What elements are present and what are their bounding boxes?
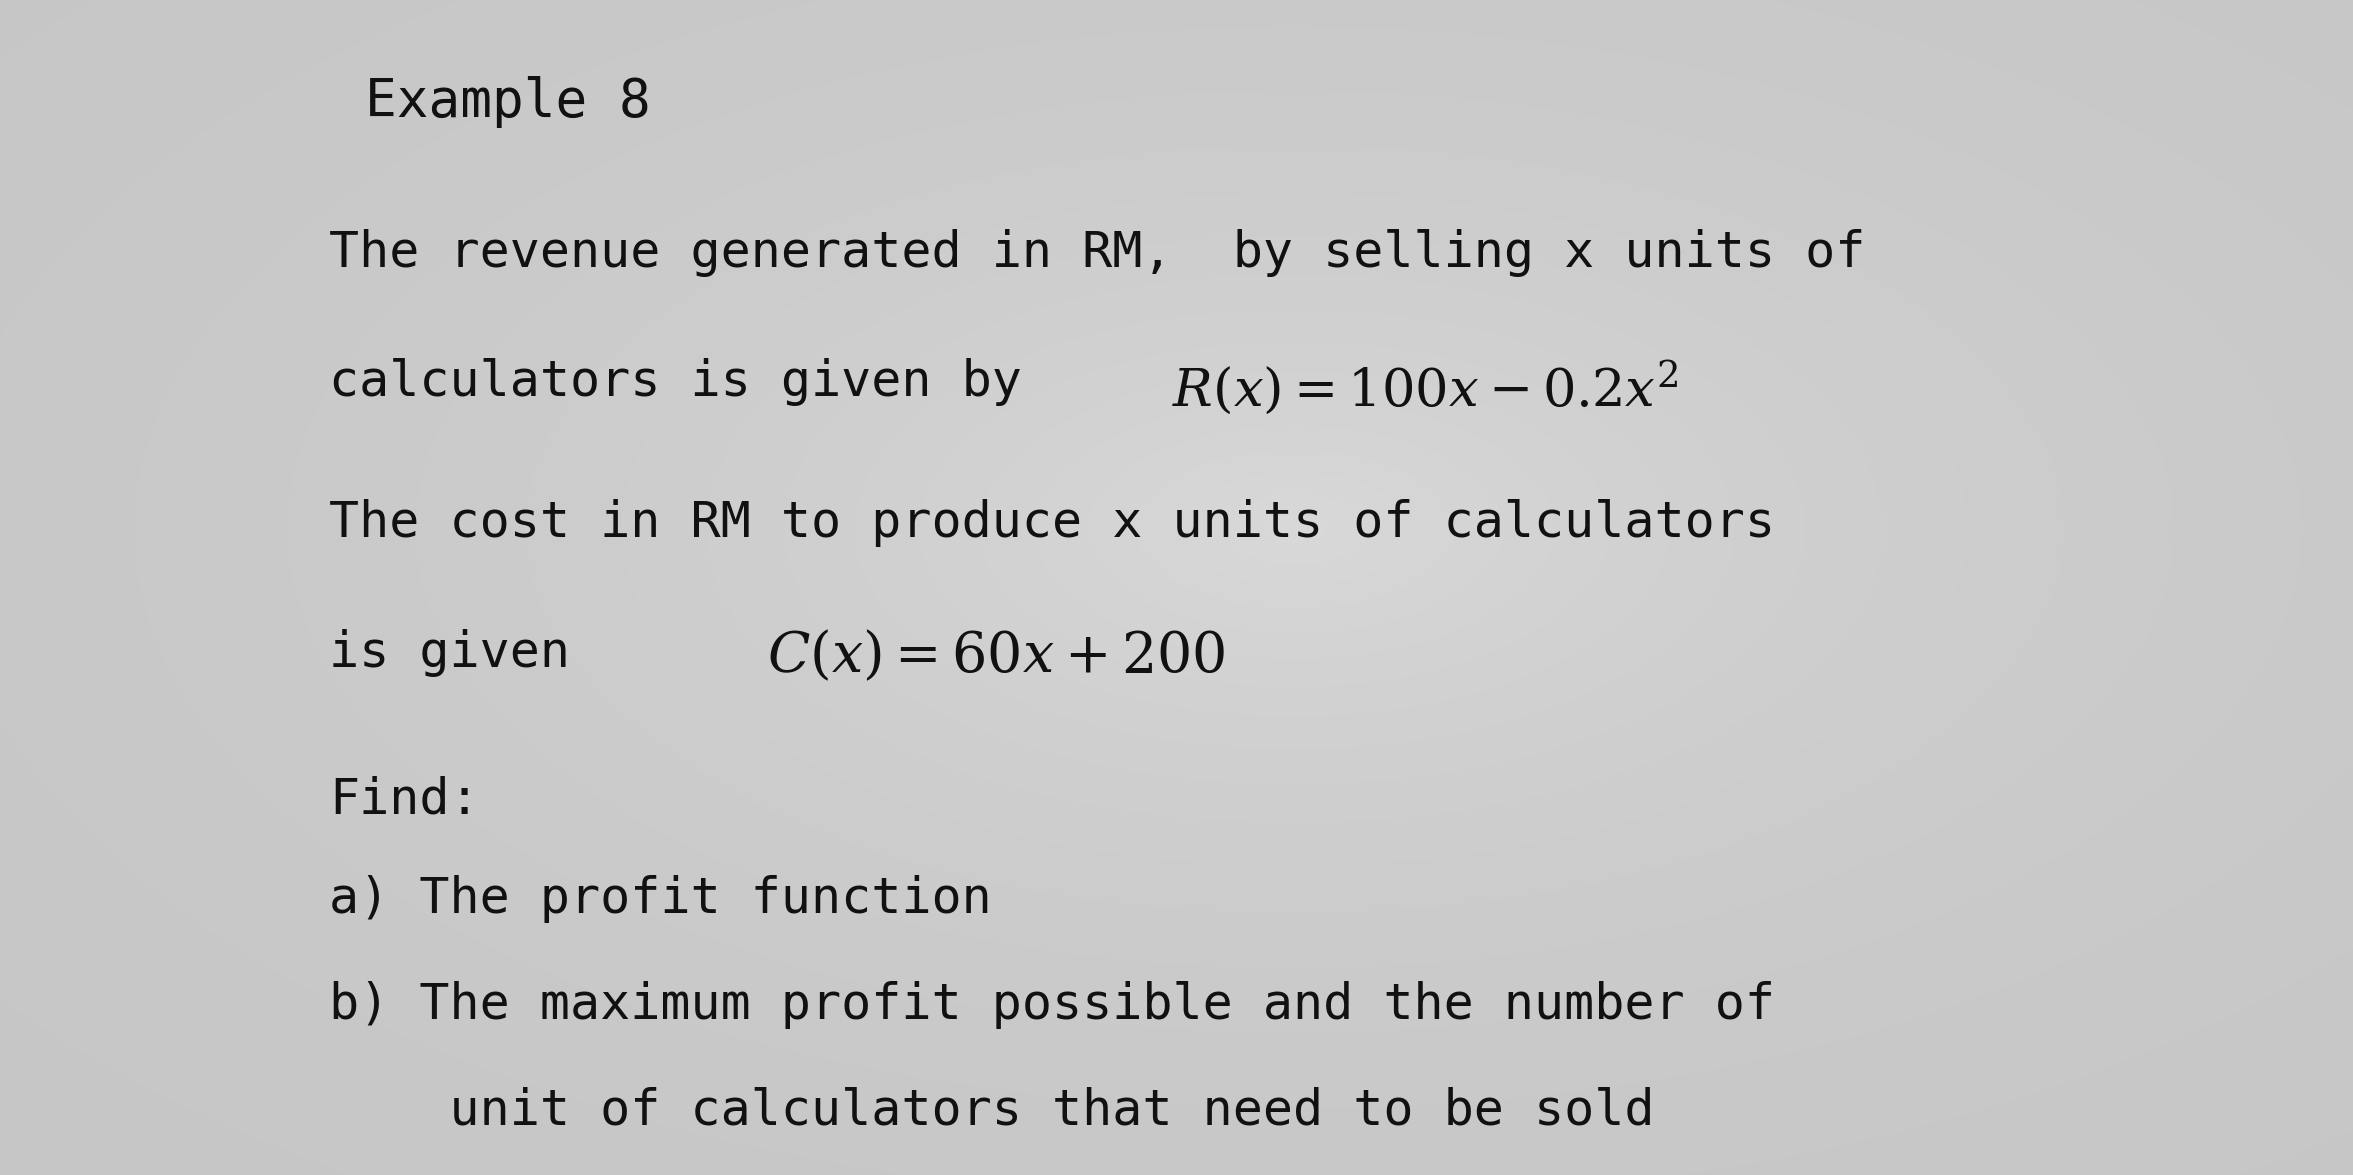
Text: Find:: Find: <box>329 776 480 824</box>
Text: $R(x)=100x-0.2x^2$: $R(x)=100x-0.2x^2$ <box>1172 358 1678 416</box>
Text: is given: is given <box>329 629 569 677</box>
Text: The revenue generated in RM,  by selling x units of: The revenue generated in RM, by selling … <box>329 229 1866 277</box>
Text: b) The maximum profit possible and the number of: b) The maximum profit possible and the n… <box>329 981 1777 1029</box>
Text: $C(x)=60x+200$: $C(x)=60x+200$ <box>767 629 1226 684</box>
Text: calculators is given by: calculators is given by <box>329 358 1021 407</box>
Text: The cost in RM to produce x units of calculators: The cost in RM to produce x units of cal… <box>329 499 1777 548</box>
Text: Example 8: Example 8 <box>365 76 649 128</box>
Text: a) The profit function: a) The profit function <box>329 875 993 924</box>
Text: unit of calculators that need to be sold: unit of calculators that need to be sold <box>329 1087 1654 1135</box>
